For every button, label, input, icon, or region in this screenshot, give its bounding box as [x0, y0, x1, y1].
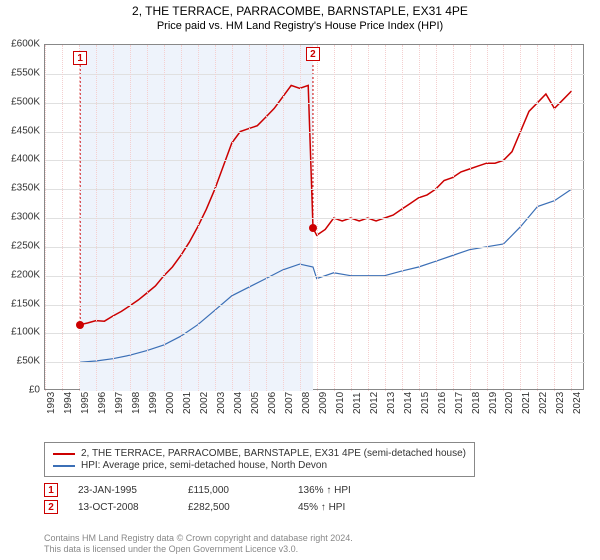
xtick-label: 2024	[572, 392, 583, 414]
series-price_paid	[80, 85, 571, 324]
chart-area: 12 1993199419951996199719981999200020012…	[44, 44, 590, 404]
legend-swatch-2	[53, 465, 75, 467]
xtick-label: 2021	[521, 392, 532, 414]
trans-date-2: 13-OCT-2008	[78, 502, 168, 513]
xtick-label: 2006	[267, 392, 278, 414]
legend-box: 2, THE TERRACE, PARRACOMBE, BARNSTAPLE, …	[44, 442, 475, 477]
xtick-label: 2016	[437, 392, 448, 414]
footer: Contains HM Land Registry data © Crown c…	[44, 533, 353, 556]
xtick-label: 2018	[471, 392, 482, 414]
ytick-label: £350K	[0, 183, 40, 194]
xtick-label: 2008	[301, 392, 312, 414]
legend-row-1: 2, THE TERRACE, PARRACOMBE, BARNSTAPLE, …	[53, 448, 466, 459]
xtick-label: 2011	[352, 392, 363, 414]
marker-badge-1: 1	[44, 483, 58, 497]
marker-badge-2: 2	[44, 500, 58, 514]
xtick-label: 2005	[250, 392, 261, 414]
xtick-label: 2010	[335, 392, 346, 414]
xtick-label: 1996	[97, 392, 108, 414]
plot-area: 12	[44, 44, 584, 390]
legend: 2, THE TERRACE, PARRACOMBE, BARNSTAPLE, …	[44, 442, 590, 517]
ytick-label: £50K	[0, 356, 40, 367]
transaction-table: 1 23-JAN-1995 £115,000 136% ↑ HPI 2 13-O…	[44, 483, 590, 514]
ytick-label: £0	[0, 385, 40, 396]
marker-flag-2: 2	[306, 47, 320, 61]
ytick-label: £150K	[0, 298, 40, 309]
legend-row-2: HPI: Average price, semi-detached house,…	[53, 460, 466, 471]
transaction-row-2: 2 13-OCT-2008 £282,500 45% ↑ HPI	[44, 500, 590, 514]
legend-label-1: 2, THE TERRACE, PARRACOMBE, BARNSTAPLE, …	[81, 448, 466, 459]
ytick-label: £400K	[0, 154, 40, 165]
ytick-label: £100K	[0, 327, 40, 338]
trans-delta-2: 45% ↑ HPI	[298, 502, 388, 513]
trans-date-1: 23-JAN-1995	[78, 485, 168, 496]
xtick-label: 2012	[369, 392, 380, 414]
trans-price-1: £115,000	[188, 485, 278, 496]
trans-delta-1: 136% ↑ HPI	[298, 485, 388, 496]
xtick-label: 1993	[46, 392, 57, 414]
ytick-label: £450K	[0, 125, 40, 136]
ytick-label: £600K	[0, 39, 40, 50]
xtick-label: 1997	[114, 392, 125, 414]
marker-dot-1	[76, 321, 84, 329]
xtick-label: 1998	[131, 392, 142, 414]
xtick-label: 2002	[199, 392, 210, 414]
ytick-label: £500K	[0, 96, 40, 107]
chart-title: 2, THE TERRACE, PARRACOMBE, BARNSTAPLE, …	[0, 0, 600, 18]
xtick-label: 2013	[386, 392, 397, 414]
xtick-label: 1999	[148, 392, 159, 414]
ytick-label: £250K	[0, 240, 40, 251]
xtick-label: 2009	[318, 392, 329, 414]
xtick-label: 2020	[504, 392, 515, 414]
xtick-label: 1994	[63, 392, 74, 414]
legend-label-2: HPI: Average price, semi-detached house,…	[81, 460, 327, 471]
xtick-label: 2022	[538, 392, 549, 414]
xtick-label: 1995	[80, 392, 91, 414]
chart-container: 2, THE TERRACE, PARRACOMBE, BARNSTAPLE, …	[0, 0, 600, 560]
trans-price-2: £282,500	[188, 502, 278, 513]
footer-line-2: This data is licensed under the Open Gov…	[44, 544, 353, 556]
xtick-label: 2007	[284, 392, 295, 414]
xtick-label: 2015	[420, 392, 431, 414]
chart-subtitle: Price paid vs. HM Land Registry's House …	[0, 18, 600, 32]
marker-dot-2	[309, 224, 317, 232]
xtick-label: 2004	[233, 392, 244, 414]
xtick-label: 2001	[182, 392, 193, 414]
xtick-label: 2017	[454, 392, 465, 414]
ytick-label: £200K	[0, 269, 40, 280]
marker-flag-1: 1	[73, 51, 87, 65]
ytick-label: £300K	[0, 212, 40, 223]
footer-line-1: Contains HM Land Registry data © Crown c…	[44, 533, 353, 545]
xtick-label: 2003	[216, 392, 227, 414]
xtick-label: 2019	[488, 392, 499, 414]
xtick-label: 2023	[555, 392, 566, 414]
xtick-label: 2000	[165, 392, 176, 414]
legend-swatch-1	[53, 453, 75, 455]
ytick-label: £550K	[0, 67, 40, 78]
xtick-label: 2014	[403, 392, 414, 414]
transaction-row-1: 1 23-JAN-1995 £115,000 136% ↑ HPI	[44, 483, 590, 497]
